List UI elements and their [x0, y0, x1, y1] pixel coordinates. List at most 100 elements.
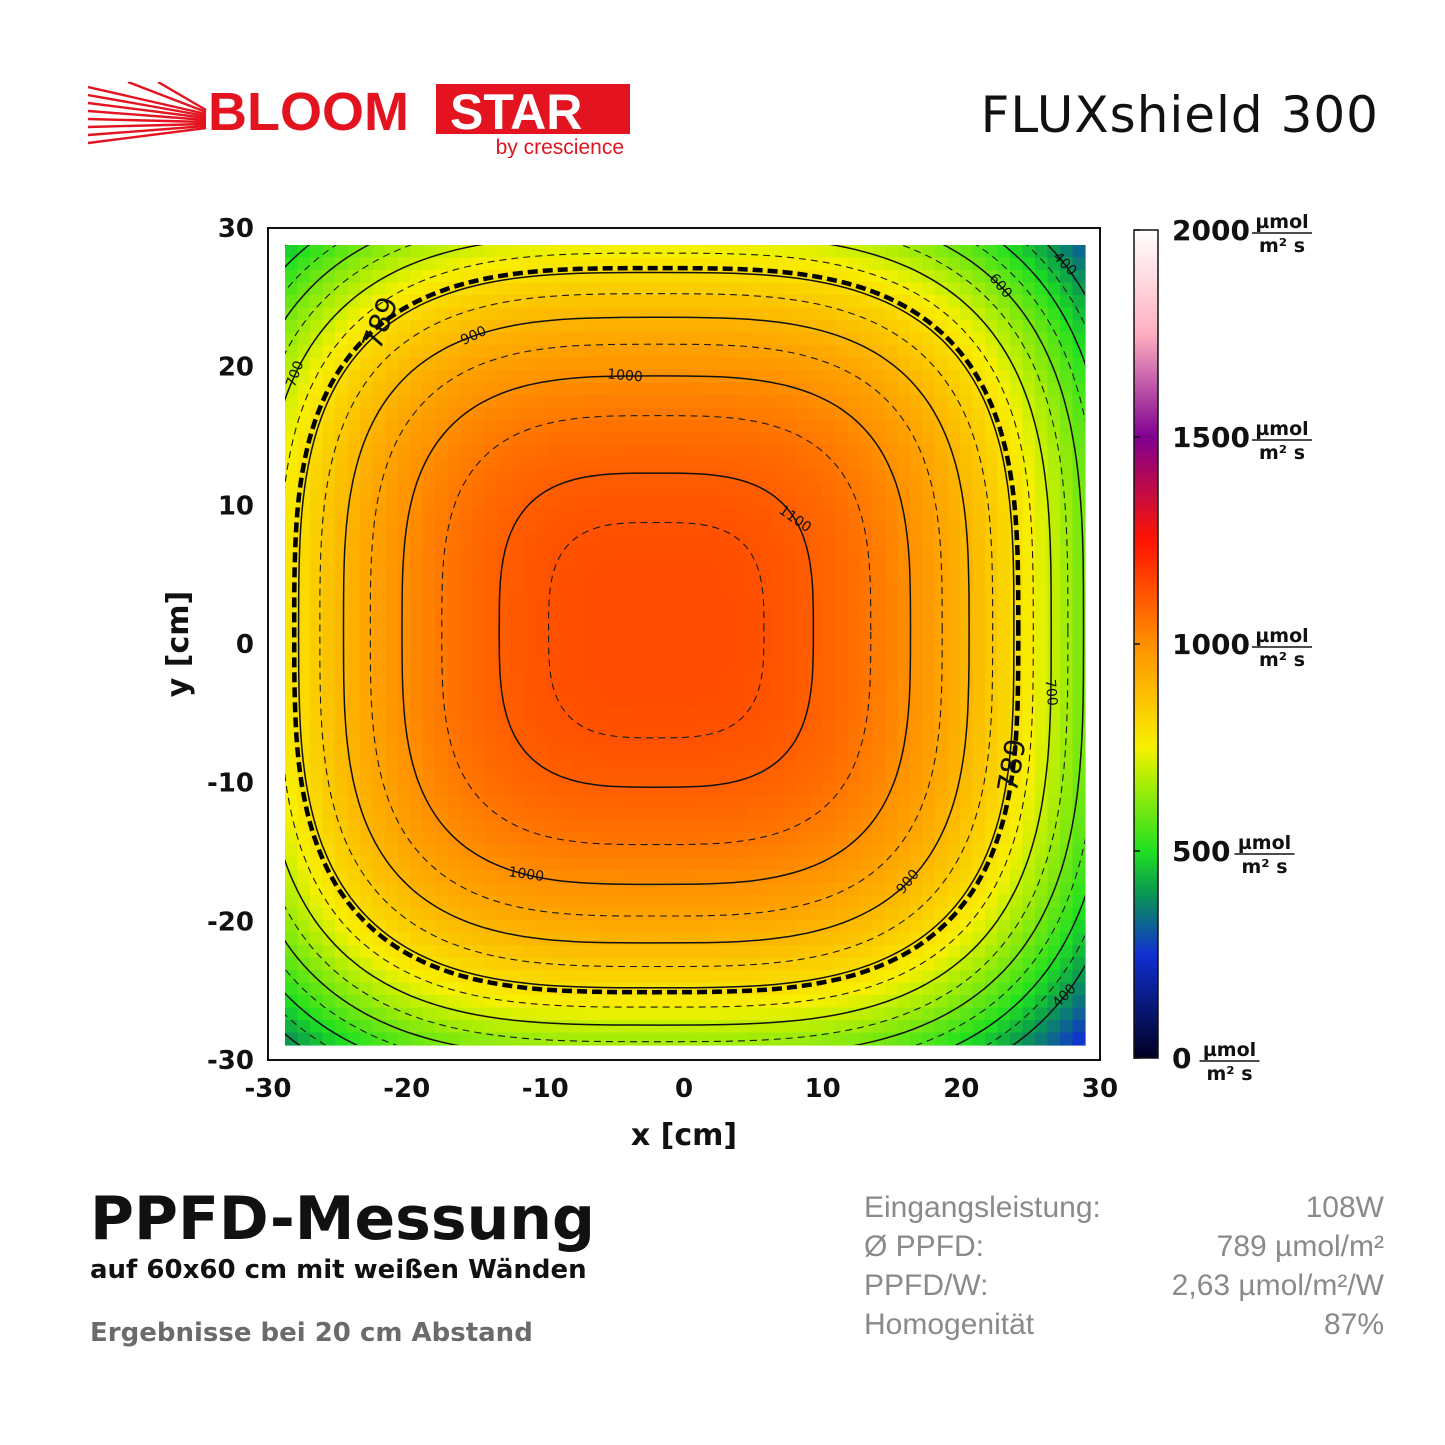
- heatmap-cell: [810, 257, 824, 271]
- heatmap-cell: [922, 1007, 936, 1021]
- heatmap-cell: [860, 820, 874, 834]
- heatmap-cell: [485, 407, 499, 421]
- heatmap-cell: [722, 357, 736, 371]
- heatmap-cell: [597, 482, 611, 496]
- heatmap-cell: [572, 432, 586, 446]
- heatmap-cell: [610, 632, 624, 646]
- heatmap-cell: [672, 720, 686, 734]
- heatmap-cell: [635, 570, 649, 584]
- heatmap-cell: [635, 357, 649, 371]
- heatmap-cell: [710, 595, 724, 609]
- heatmap-cell: [535, 995, 549, 1009]
- heatmap-cell: [622, 395, 636, 409]
- heatmap-cell: [1060, 282, 1074, 296]
- heatmap-cell: [785, 245, 799, 259]
- heatmap-cell: [610, 670, 624, 684]
- heatmap-cell: [435, 1007, 449, 1021]
- heatmap-cell: [997, 1020, 1011, 1034]
- heatmap-cell: [810, 732, 824, 746]
- heatmap-cell: [922, 357, 936, 371]
- heatmap-cell: [497, 782, 511, 796]
- heatmap-cell: [347, 357, 361, 371]
- heatmap-cell: [297, 620, 311, 634]
- heatmap-cell: [1022, 882, 1036, 896]
- heatmap-cell: [685, 632, 699, 646]
- heatmap-cell: [822, 595, 836, 609]
- heatmap-cell: [310, 795, 324, 809]
- heatmap-cell: [1047, 570, 1061, 584]
- heatmap-cell: [1035, 782, 1049, 796]
- heatmap-cell: [1060, 670, 1074, 684]
- heatmap-cell: [460, 707, 474, 721]
- colorbar-unit-bottom: m² s: [1241, 856, 1287, 878]
- heatmap-cell: [460, 857, 474, 871]
- heatmap-cell: [397, 432, 411, 446]
- heatmap-cell: [422, 707, 436, 721]
- heatmap-cell: [1022, 582, 1036, 596]
- heatmap-cell: [585, 970, 599, 984]
- heatmap-cell: [335, 507, 349, 521]
- heatmap-cell: [785, 1020, 799, 1034]
- heatmap-cell: [822, 445, 836, 459]
- heatmap-cell: [285, 470, 299, 484]
- heatmap-cell: [635, 520, 649, 534]
- heatmap-cell: [597, 345, 611, 359]
- heatmap-cell: [1047, 932, 1061, 946]
- heatmap-cell: [360, 270, 374, 284]
- y-tick-label: 20: [218, 353, 254, 383]
- heatmap-cell: [797, 420, 811, 434]
- heatmap-cell: [835, 370, 849, 384]
- heatmap-cell: [972, 307, 986, 321]
- heatmap-cell: [610, 707, 624, 721]
- heatmap-cell: [397, 1032, 411, 1046]
- heatmap-cell: [997, 370, 1011, 384]
- heatmap-cell: [585, 545, 599, 559]
- heatmap-cell: [285, 845, 299, 859]
- heatmap-cell: [310, 520, 324, 534]
- heatmap-cell: [710, 295, 724, 309]
- heatmap-cell: [672, 920, 686, 934]
- heatmap-cell: [547, 845, 561, 859]
- heatmap-cell: [1022, 707, 1036, 721]
- heatmap-cell: [910, 532, 924, 546]
- heatmap-cell: [572, 782, 586, 796]
- heatmap-cell: [622, 732, 636, 746]
- heatmap-cell: [997, 920, 1011, 934]
- heatmap-cell: [760, 632, 774, 646]
- heatmap-cell: [810, 457, 824, 471]
- heatmap-cell: [947, 870, 961, 884]
- heatmap-cell: [747, 782, 761, 796]
- heatmap-cell: [397, 357, 411, 371]
- heatmap-cell: [460, 320, 474, 334]
- heatmap-cell: [1060, 982, 1074, 996]
- heatmap-cell: [1010, 995, 1024, 1009]
- heatmap-cell: [460, 670, 474, 684]
- heatmap-cell: [672, 545, 686, 559]
- heatmap-cell: [285, 370, 299, 384]
- heatmap-cell: [472, 945, 486, 959]
- heatmap-cell: [635, 757, 649, 771]
- heatmap-cell: [547, 545, 561, 559]
- heatmap-cell: [760, 1032, 774, 1046]
- heatmap-cell: [697, 532, 711, 546]
- heatmap-cell: [997, 932, 1011, 946]
- heatmap-cell: [647, 945, 661, 959]
- heatmap-cell: [610, 607, 624, 621]
- heatmap-cell: [460, 945, 474, 959]
- heatmap-cell: [1010, 445, 1024, 459]
- heatmap-cell: [472, 770, 486, 784]
- contour-dashed: [441, 415, 872, 846]
- heatmap-cell: [810, 420, 824, 434]
- heatmap-cell: [385, 557, 399, 571]
- heatmap-cell: [1035, 995, 1049, 1009]
- heatmap-cell: [535, 670, 549, 684]
- heatmap-cell: [722, 457, 736, 471]
- heatmap-cell: [960, 482, 974, 496]
- heatmap-cell: [785, 995, 799, 1009]
- heatmap-cell: [747, 407, 761, 421]
- heatmap-cell: [1060, 507, 1074, 521]
- heatmap-cell: [297, 595, 311, 609]
- heatmap-cell: [660, 570, 674, 584]
- heatmap-cell: [360, 295, 374, 309]
- heatmap-cell: [422, 995, 436, 1009]
